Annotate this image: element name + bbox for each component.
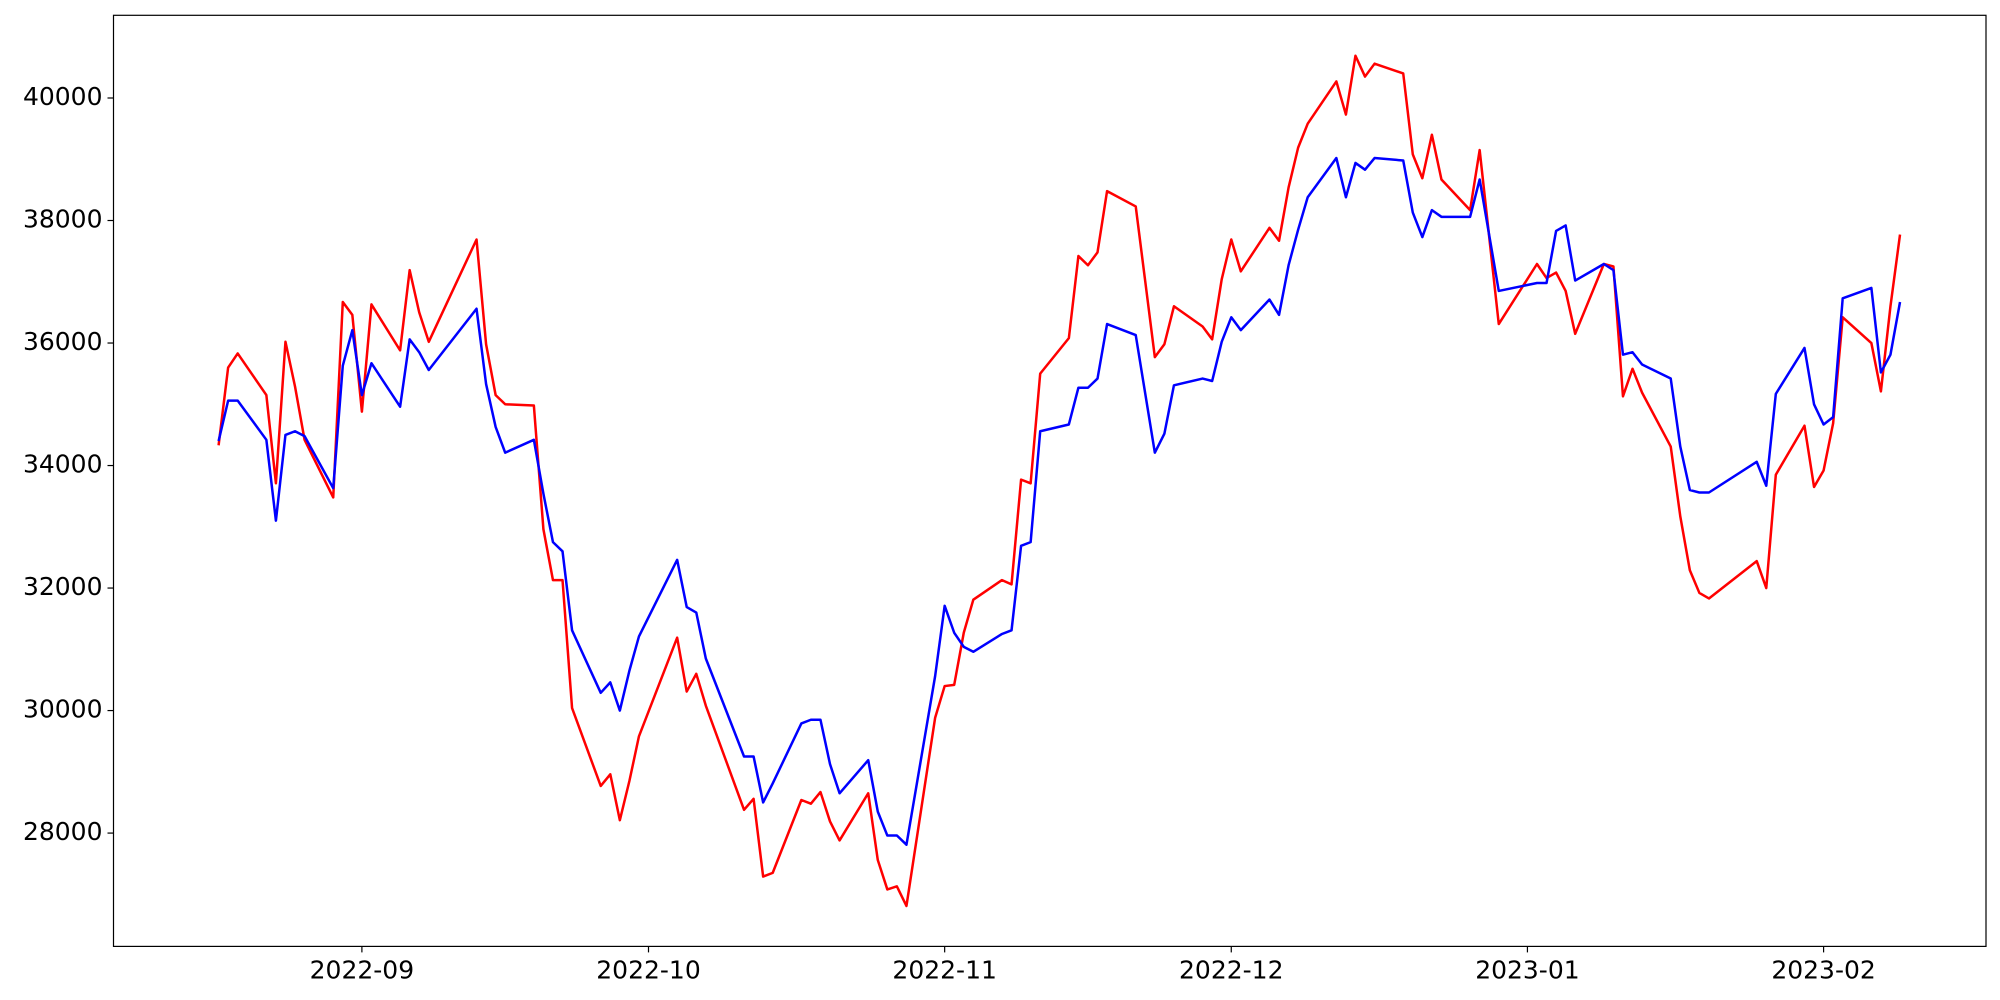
- x-tick-label: 2023-02: [1771, 955, 1875, 984]
- y-tick-label: 36000: [23, 327, 103, 356]
- y-tick-label: 28000: [23, 817, 103, 846]
- series-line: [217, 156, 1902, 846]
- y-tick-label: 32000: [23, 572, 103, 601]
- x-tick-label: 2022-09: [310, 955, 414, 984]
- y-tick-label: 38000: [23, 205, 103, 234]
- y-tick-label: 40000: [23, 82, 103, 111]
- x-tick-label: 2023-01: [1475, 955, 1579, 984]
- series-line: [217, 54, 1902, 908]
- x-tick-label: 2022-10: [596, 955, 700, 984]
- x-tick-label: 2022-11: [892, 955, 996, 984]
- y-tick-label: 30000: [23, 695, 103, 724]
- plot-frame: [112, 14, 1987, 947]
- y-tick-label: 34000: [23, 450, 103, 479]
- x-tick-label: 2022-12: [1179, 955, 1283, 984]
